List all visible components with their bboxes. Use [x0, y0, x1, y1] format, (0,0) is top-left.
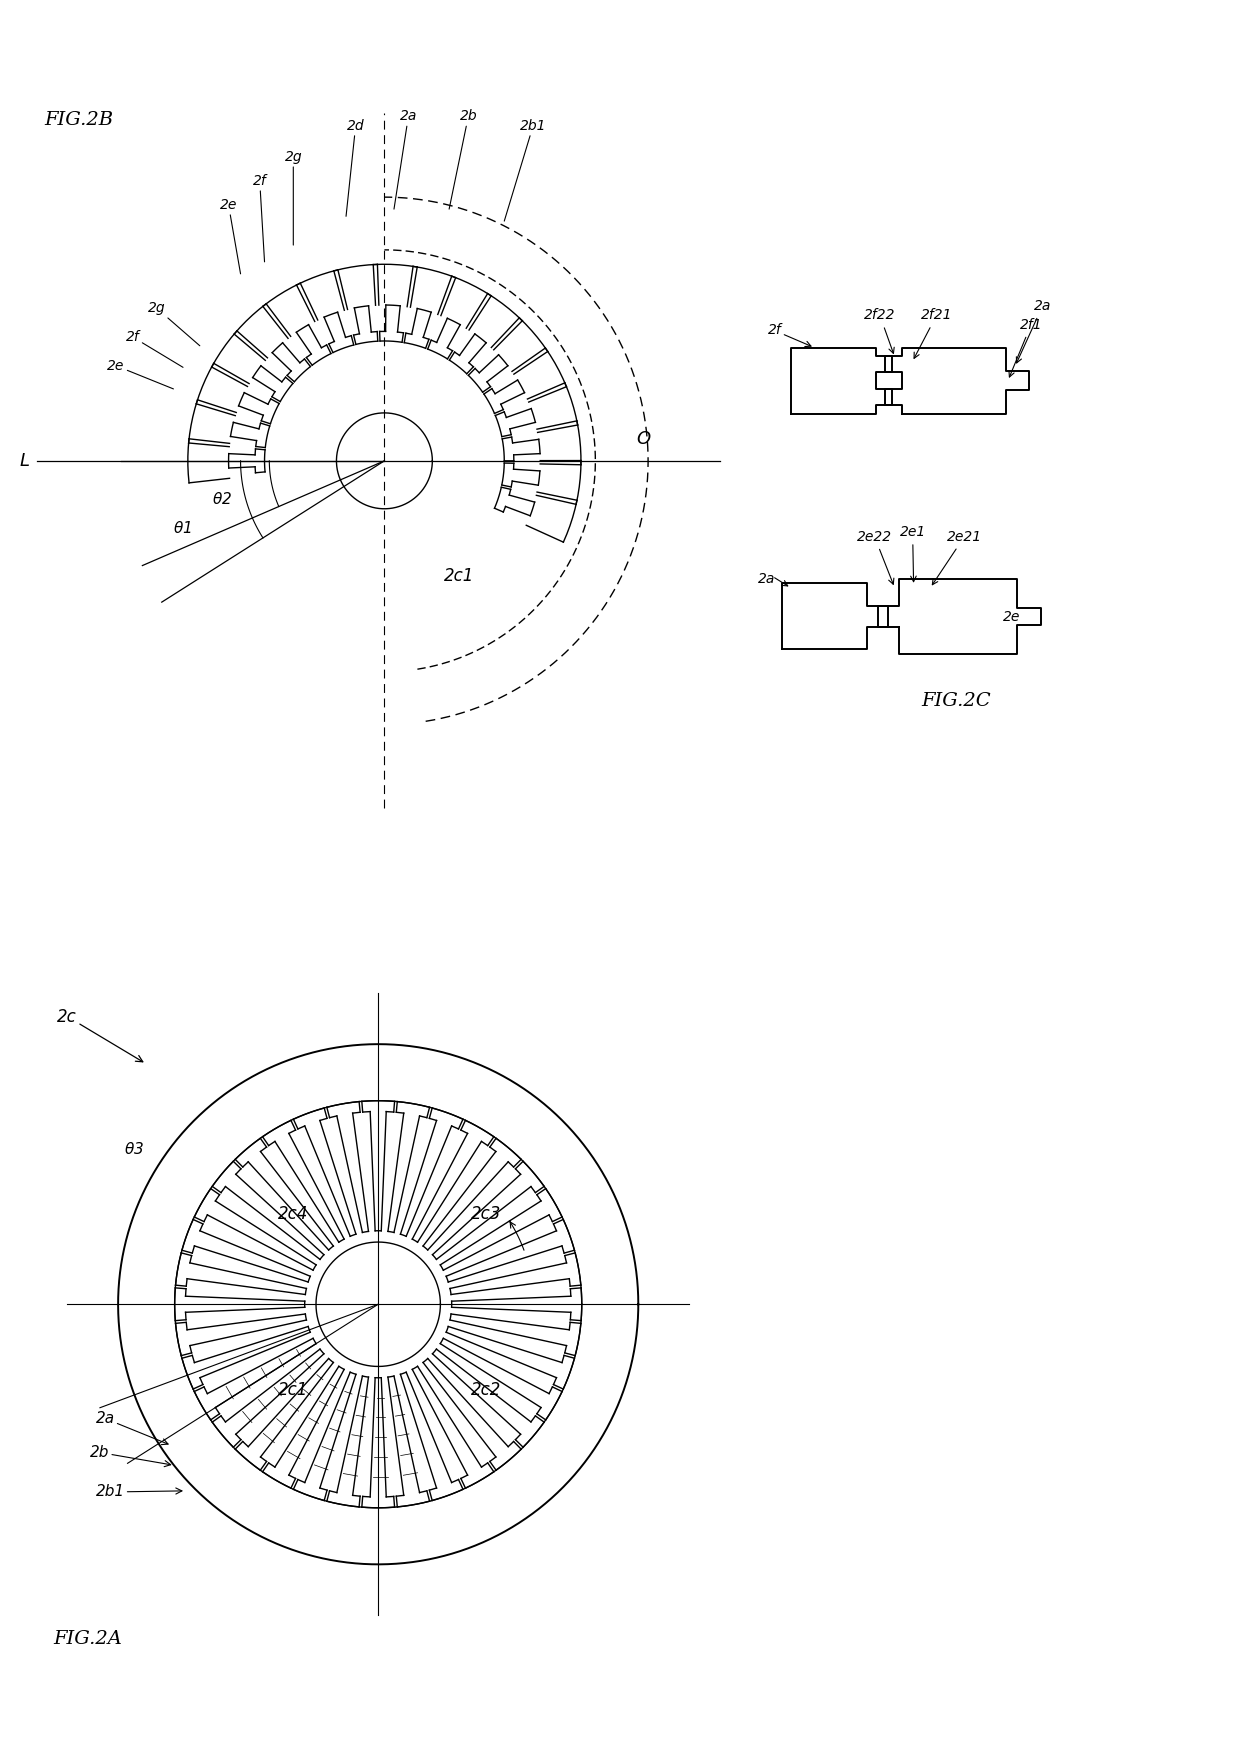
Text: $\theta$2: $\theta$2: [212, 490, 232, 508]
Text: 2a: 2a: [95, 1410, 169, 1445]
Text: 2d: 2d: [346, 118, 365, 216]
Text: FIG.2C: FIG.2C: [921, 692, 991, 710]
Text: 2c4: 2c4: [278, 1205, 309, 1224]
Text: 2c3: 2c3: [470, 1205, 501, 1224]
Text: 2e: 2e: [219, 198, 241, 273]
Text: 2c1: 2c1: [278, 1381, 309, 1398]
Text: 2f: 2f: [125, 330, 184, 367]
Text: L: L: [20, 452, 30, 470]
Text: 2c1: 2c1: [444, 567, 475, 584]
Text: 2f1: 2f1: [1009, 318, 1043, 377]
Text: 2e1: 2e1: [899, 525, 926, 581]
Text: $\theta$1: $\theta$1: [174, 520, 192, 536]
Text: 2b1: 2b1: [95, 1485, 182, 1499]
Text: $\theta$3: $\theta$3: [124, 1141, 144, 1158]
Text: 2e21: 2e21: [932, 530, 982, 584]
Text: 2g: 2g: [284, 150, 303, 245]
Text: 2a: 2a: [1017, 299, 1052, 363]
Text: 2e22: 2e22: [857, 530, 894, 584]
Text: 2b1: 2b1: [505, 118, 547, 221]
Text: 2b: 2b: [89, 1445, 171, 1466]
Text: O: O: [636, 430, 650, 449]
Text: 2a: 2a: [758, 572, 775, 586]
Text: 2a: 2a: [394, 110, 417, 209]
Text: FIG.2A: FIG.2A: [53, 1629, 122, 1647]
Text: 2e: 2e: [107, 358, 174, 390]
Text: 2f: 2f: [253, 174, 267, 263]
Text: 2f: 2f: [768, 323, 781, 337]
Text: 2f21: 2f21: [914, 308, 952, 358]
Text: 2g: 2g: [148, 301, 200, 346]
Text: 2b: 2b: [449, 110, 477, 209]
Text: 2c: 2c: [57, 1007, 143, 1063]
Text: 2e: 2e: [1003, 610, 1021, 624]
Text: 2f22: 2f22: [864, 308, 895, 353]
Text: 2c2: 2c2: [470, 1381, 501, 1398]
Text: FIG.2B: FIG.2B: [43, 111, 113, 129]
